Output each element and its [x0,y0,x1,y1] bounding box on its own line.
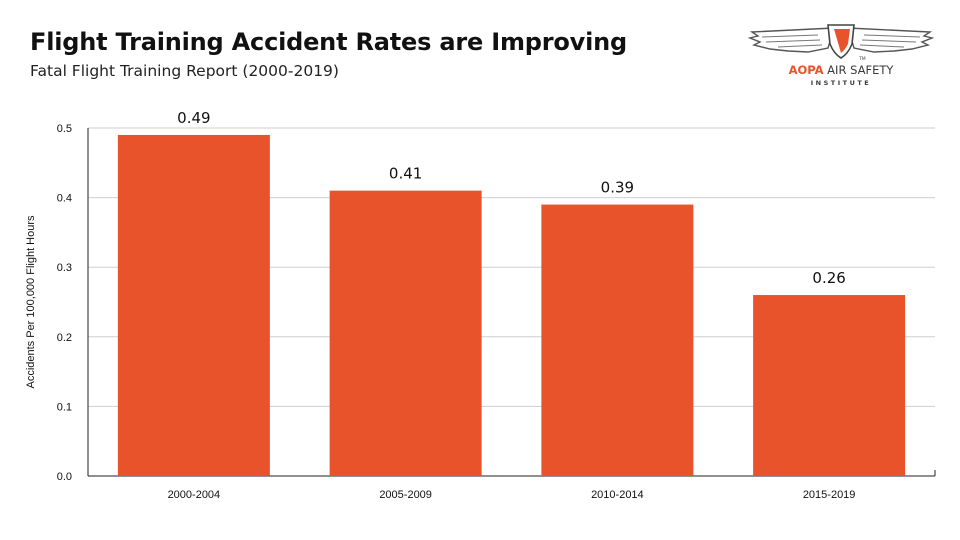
y-tick-label: 0.1 [57,401,72,413]
x-tick-label: 2000-2004 [168,489,221,501]
chart-title: Flight Training Accident Rates are Impro… [30,28,628,56]
chart-subtitle: Fatal Flight Training Report (2000-2019) [30,62,339,80]
logo-rest: AIR SAFETY [823,63,894,77]
y-tick-label: 0.3 [57,262,72,274]
logo-tm: TM [858,56,866,62]
y-tick-label: 0.2 [57,332,72,344]
y-axis-label: Accidents Per 100,000 Flight Hours [25,215,37,389]
x-tick-label: 2005-2009 [379,489,432,501]
y-tick-label: 0.5 [57,123,72,135]
bar [541,204,694,476]
bar [753,295,906,476]
y-tick-label: 0.4 [57,193,72,205]
x-tick-label: 2010-2014 [591,489,644,501]
logo-subtext: INSTITUTE [810,79,872,87]
y-tick-label: 0.0 [57,471,72,483]
bar-value-label: 0.41 [389,165,422,183]
bar-value-label: 0.26 [812,269,845,287]
x-tick-label: 2015-2019 [803,489,856,501]
logo-brand: AOPA [788,63,824,77]
bar [329,190,482,476]
bar [117,134,270,476]
winged-shield-icon: TM [748,24,934,62]
logo-wordmark: AOPA AIR SAFETY [748,63,934,77]
bar-value-label: 0.39 [601,179,634,197]
bar-value-label: 0.49 [177,109,210,127]
